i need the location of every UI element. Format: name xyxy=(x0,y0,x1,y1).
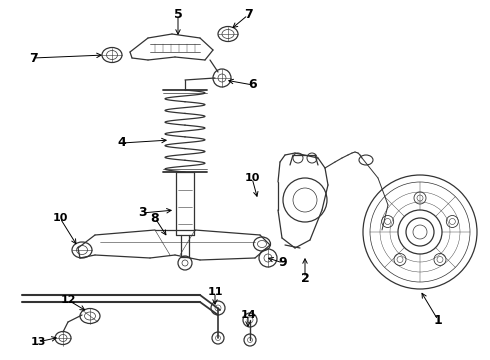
Text: 5: 5 xyxy=(173,9,182,22)
Text: 11: 11 xyxy=(207,287,223,297)
Text: 9: 9 xyxy=(279,256,287,270)
Text: 13: 13 xyxy=(30,337,46,347)
Text: 8: 8 xyxy=(151,211,159,225)
Text: 4: 4 xyxy=(118,136,126,149)
Text: 7: 7 xyxy=(244,9,252,22)
Text: 12: 12 xyxy=(60,295,76,305)
Text: 14: 14 xyxy=(240,310,256,320)
Text: 6: 6 xyxy=(249,78,257,91)
Text: 10: 10 xyxy=(52,213,68,223)
Text: 3: 3 xyxy=(138,207,147,220)
Text: 2: 2 xyxy=(301,271,309,284)
Text: 10: 10 xyxy=(245,173,260,183)
Text: 7: 7 xyxy=(28,51,37,64)
Text: 1: 1 xyxy=(434,314,442,327)
